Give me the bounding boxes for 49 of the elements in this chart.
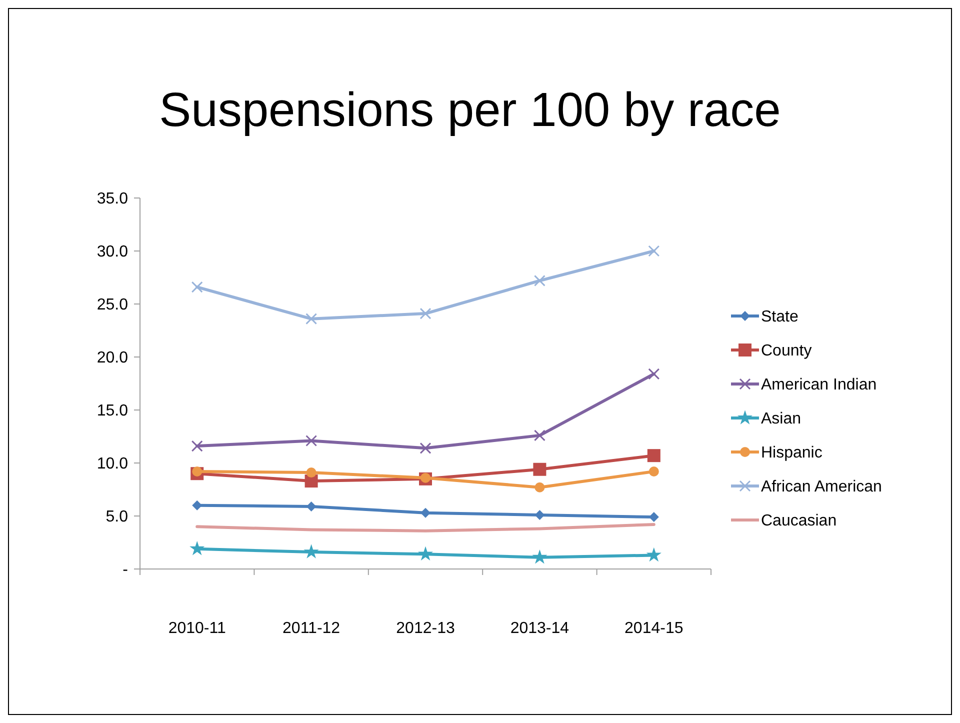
point xyxy=(534,274,546,286)
point xyxy=(306,313,318,325)
point xyxy=(534,482,545,492)
x-tick-label: 2014-15 xyxy=(624,620,684,637)
point xyxy=(192,466,202,476)
chart-title: Suspensions per 100 by race xyxy=(159,84,781,137)
point xyxy=(420,442,432,454)
x-tick-label: 2012-13 xyxy=(396,620,455,637)
line-series xyxy=(196,522,656,532)
point xyxy=(534,510,545,520)
point xyxy=(420,308,432,320)
point xyxy=(191,440,203,452)
point xyxy=(420,472,430,483)
point xyxy=(306,468,316,478)
point xyxy=(192,500,202,510)
y-tick-label: 10.0 xyxy=(96,456,128,473)
point xyxy=(533,462,546,476)
y-tick-label: 30.0 xyxy=(96,244,128,261)
legend-label: Hispanic xyxy=(761,444,822,462)
point xyxy=(646,547,662,562)
point xyxy=(647,449,660,462)
point xyxy=(306,501,316,512)
point xyxy=(190,540,205,556)
point xyxy=(418,546,434,561)
y-tick-label: 20.0 xyxy=(96,350,128,367)
legend-label: African American xyxy=(761,478,882,496)
y-tick-label: 25.0 xyxy=(96,296,128,314)
point xyxy=(420,508,430,518)
point xyxy=(304,544,319,558)
x-tick-label: 2010-11 xyxy=(168,620,226,637)
legend-label: American Indian xyxy=(761,376,877,394)
x-tick-label: 2013-14 xyxy=(510,620,570,637)
point xyxy=(648,368,660,380)
point xyxy=(532,549,548,564)
y-tick-label: 5.0 xyxy=(106,508,128,526)
point xyxy=(648,512,659,522)
legend-label: Caucasian xyxy=(761,512,837,530)
legend-label: Asian xyxy=(761,410,802,428)
legend-label: County xyxy=(761,342,812,360)
x-tick-label: 2011-12 xyxy=(282,620,340,637)
y-tick-label: 35.0 xyxy=(96,190,128,208)
point xyxy=(306,434,318,446)
y-tick-label: 15.0 xyxy=(96,402,128,420)
point xyxy=(534,430,546,442)
point xyxy=(648,466,659,476)
legend-label: State xyxy=(761,308,798,326)
point xyxy=(648,245,660,257)
point xyxy=(191,281,203,293)
y-tick-label: - xyxy=(122,562,128,579)
